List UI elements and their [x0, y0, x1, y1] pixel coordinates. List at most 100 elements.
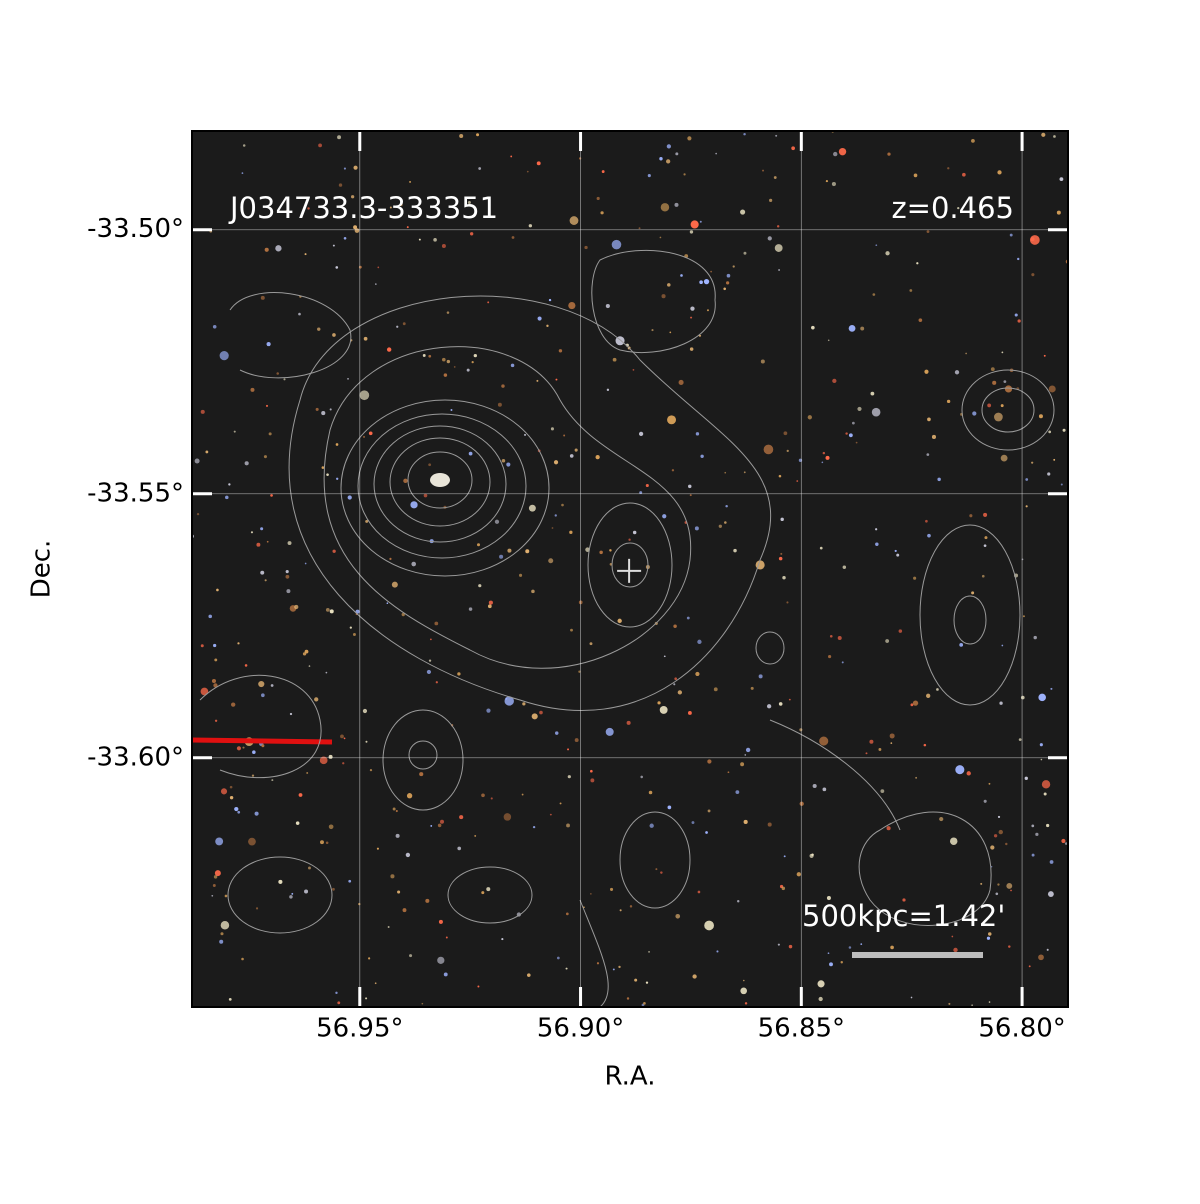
star	[648, 950, 650, 953]
star	[237, 810, 241, 814]
star	[1001, 351, 1004, 354]
star	[453, 366, 456, 368]
star	[657, 701, 661, 705]
star	[254, 811, 259, 816]
star	[1061, 838, 1066, 844]
star	[609, 549, 612, 552]
star	[263, 455, 267, 459]
star	[857, 406, 862, 412]
star	[340, 734, 344, 739]
star	[984, 536, 988, 540]
star	[661, 294, 666, 299]
star	[740, 762, 745, 767]
star	[695, 671, 700, 677]
star	[525, 549, 530, 554]
star	[983, 799, 987, 803]
star	[503, 813, 512, 821]
star	[818, 996, 823, 1002]
star	[872, 293, 876, 296]
star	[194, 458, 200, 464]
star	[817, 980, 825, 988]
star	[596, 196, 600, 201]
star	[569, 530, 573, 534]
center-marker	[617, 558, 642, 583]
star	[766, 704, 772, 709]
star	[997, 883, 1000, 886]
star	[219, 351, 229, 361]
star	[780, 552, 783, 555]
star	[606, 388, 610, 392]
star	[660, 871, 663, 874]
star	[437, 823, 442, 828]
star	[406, 226, 409, 229]
star	[1062, 428, 1066, 432]
star	[229, 785, 233, 789]
star	[639, 491, 643, 495]
star	[419, 772, 424, 777]
star	[486, 887, 491, 892]
star	[213, 875, 218, 879]
star	[469, 232, 474, 236]
star	[375, 283, 377, 285]
star	[829, 634, 833, 638]
star	[390, 874, 395, 879]
star	[438, 919, 443, 924]
star	[1048, 385, 1056, 393]
star	[215, 837, 224, 846]
star	[351, 195, 355, 199]
star	[925, 519, 928, 523]
star	[1039, 743, 1043, 747]
star	[619, 909, 622, 912]
star	[605, 727, 614, 736]
star	[1038, 414, 1043, 419]
star	[1056, 210, 1061, 215]
star	[1041, 132, 1046, 137]
star	[1014, 313, 1018, 317]
star	[723, 287, 726, 291]
star	[553, 460, 559, 465]
star	[628, 538, 631, 541]
star	[744, 1002, 748, 1005]
star	[510, 363, 515, 368]
star	[659, 236, 662, 239]
star	[727, 771, 730, 774]
star	[632, 368, 635, 371]
star	[829, 962, 833, 967]
star	[446, 359, 451, 364]
star	[319, 756, 328, 765]
star	[289, 895, 293, 899]
star	[799, 728, 803, 732]
star	[870, 391, 875, 396]
y-tick-label: -33.60°	[87, 742, 184, 772]
star	[392, 807, 396, 811]
star	[997, 815, 1001, 819]
star	[972, 411, 977, 416]
star	[773, 176, 777, 179]
star	[459, 815, 464, 820]
star	[528, 224, 533, 228]
star	[1047, 472, 1051, 476]
star	[812, 783, 817, 789]
star	[337, 1001, 341, 1005]
star	[487, 301, 490, 304]
star	[1046, 823, 1050, 828]
star	[321, 466, 325, 469]
star	[362, 708, 368, 714]
star	[527, 973, 531, 977]
star	[743, 471, 746, 474]
star	[971, 591, 975, 595]
star	[250, 387, 255, 392]
star	[365, 519, 369, 523]
star	[474, 834, 477, 837]
star	[595, 454, 600, 460]
star	[561, 503, 564, 507]
star	[769, 198, 773, 202]
star	[359, 390, 370, 401]
star	[433, 238, 437, 242]
star	[695, 432, 700, 436]
star	[601, 170, 605, 173]
star	[308, 866, 311, 870]
star	[256, 542, 261, 547]
star	[966, 771, 971, 776]
star	[590, 893, 592, 895]
